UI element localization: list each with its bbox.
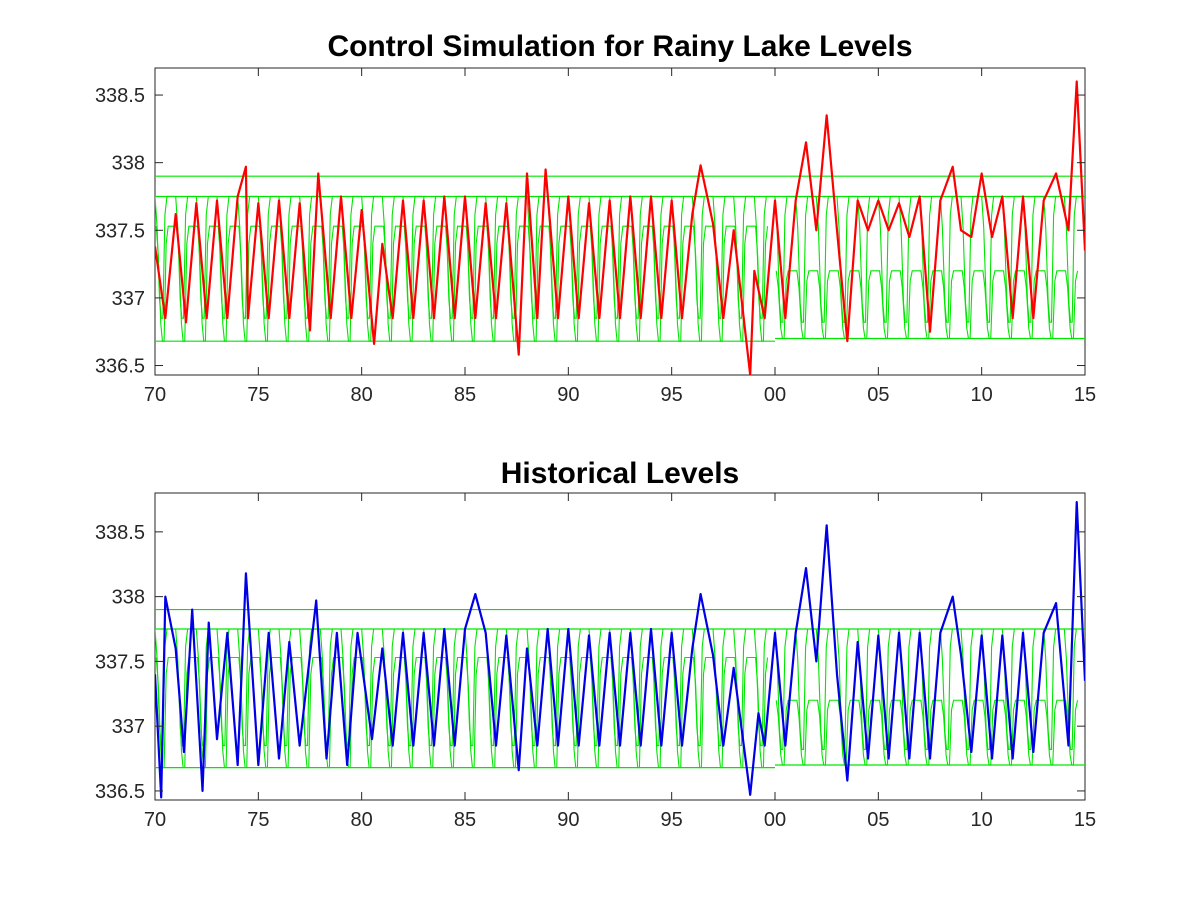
x-tick-label-7: 05	[867, 384, 889, 406]
rule-curve-1-0	[774, 628, 1085, 751]
x-tick-label-8: 10	[971, 384, 993, 406]
y-tick-label-3: 338	[112, 153, 145, 175]
tick-layer-top: 70 75 80 85 90 95 00 05 10 15 336.5 337 337.5 338 338.…	[95, 68, 1096, 406]
y-tick-label-0: 336.5	[95, 356, 145, 378]
y-tick-label-3: 338	[112, 587, 145, 609]
rule-curve-1-0	[774, 195, 1085, 323]
x-tick-label-5: 95	[661, 809, 683, 831]
x-tick-label-1: 75	[247, 809, 269, 831]
x-tick-label-5: 95	[661, 384, 683, 406]
series-layer-top	[155, 80, 1085, 375]
y-tick-label-1: 337	[112, 716, 145, 738]
y-tick-label-2: 337.5	[95, 651, 145, 673]
rule-curve-1-1	[775, 699, 1079, 766]
series-line-0	[155, 80, 1085, 375]
chart-title-top: Control Simulation for Rainy Lake Levels	[327, 30, 912, 63]
x-tick-label-2: 80	[351, 809, 373, 831]
x-tick-label-3: 85	[454, 809, 476, 831]
x-tick-label-2: 80	[351, 384, 373, 406]
y-tick-label-4: 338.5	[95, 85, 145, 107]
x-tick-label-7: 05	[867, 809, 889, 831]
x-tick-label-6: 00	[764, 384, 786, 406]
chart-title-bottom: Historical Levels	[501, 457, 739, 490]
x-tick-label-3: 85	[454, 384, 476, 406]
y-tick-label-2: 337.5	[95, 220, 145, 242]
x-tick-label-4: 90	[557, 384, 579, 406]
x-tick-label-6: 00	[764, 809, 786, 831]
rule-curve-1-1	[775, 270, 1079, 340]
historical-levels-panel: Historical Levels 70 75 80 85 90 95 00 05 10 15 33…	[95, 457, 1096, 831]
x-tick-label-8: 10	[971, 809, 993, 831]
tick-layer-bottom: 70 75 80 85 90 95 00 05 10 15 336.5 337 337.5 338 338.…	[95, 493, 1096, 831]
series-layer-bottom	[155, 500, 1085, 799]
y-tick-label-4: 338.5	[95, 522, 145, 544]
series-line-0	[155, 500, 1085, 799]
x-tick-label-9: 15	[1074, 809, 1096, 831]
y-tick-label-1: 337	[112, 288, 145, 310]
x-tick-label-9: 15	[1074, 384, 1096, 406]
x-tick-label-4: 90	[557, 809, 579, 831]
x-tick-label-0: 70	[144, 809, 166, 831]
control-simulation-panel: Control Simulation for Rainy Lake Levels…	[95, 30, 1096, 406]
x-tick-label-1: 75	[247, 384, 269, 406]
x-tick-label-0: 70	[144, 384, 166, 406]
y-tick-label-0: 336.5	[95, 781, 145, 803]
